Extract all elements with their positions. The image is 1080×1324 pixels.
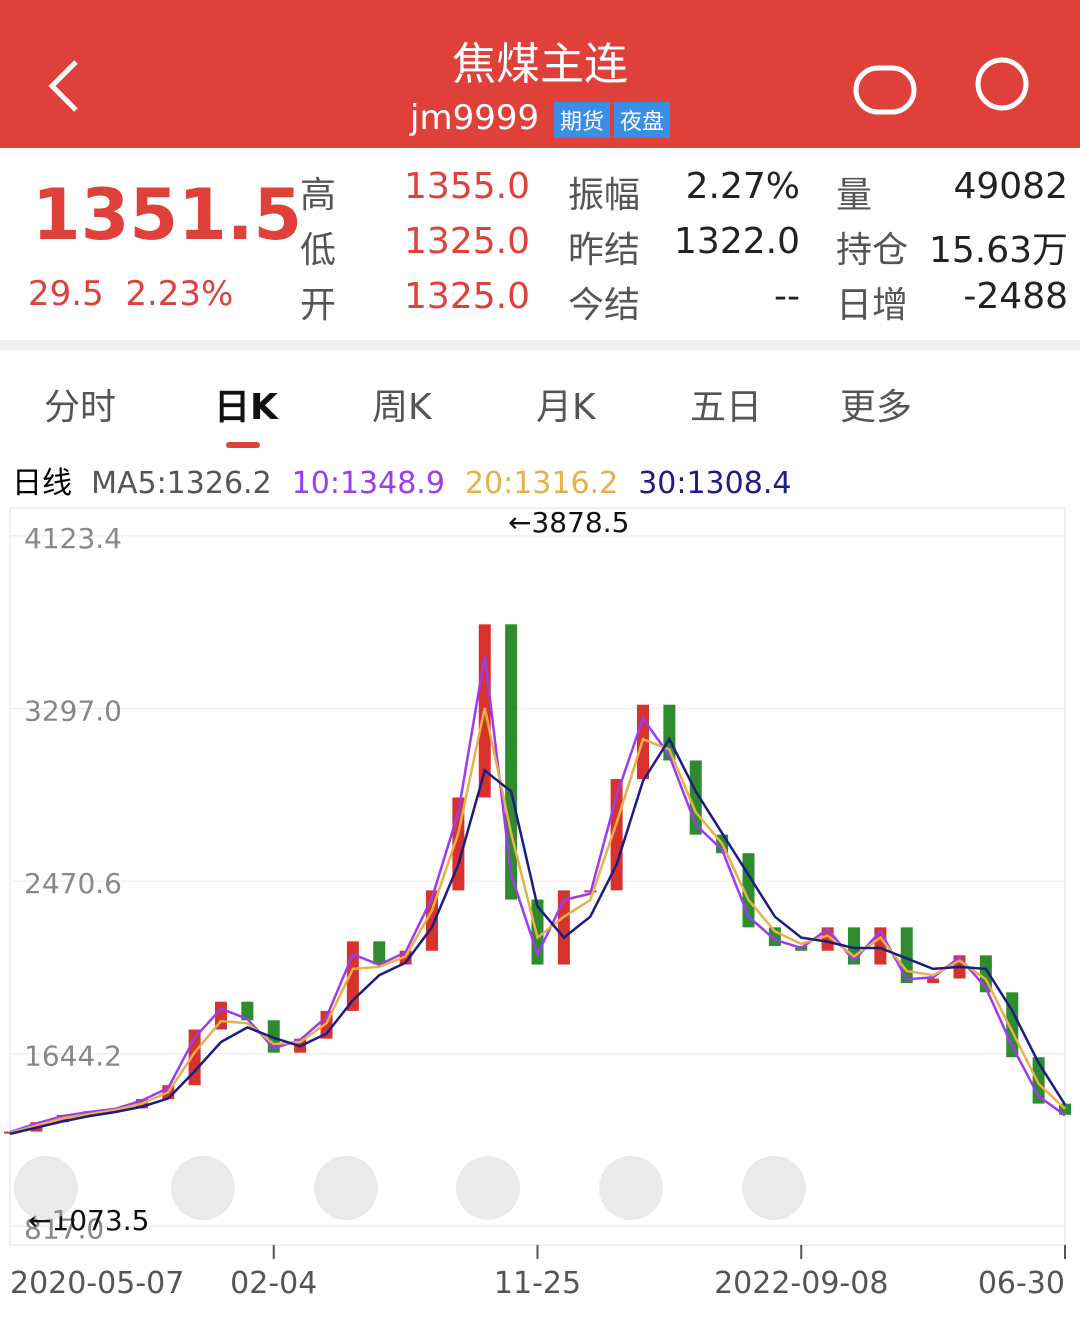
tab[interactable]: 月K xyxy=(536,387,596,428)
legend-entry: 10:1348.9 xyxy=(291,466,445,501)
legend-entry: 30:1308.4 xyxy=(638,466,792,501)
control-button[interactable] xyxy=(599,1156,663,1220)
legend-entry: 20:1316.2 xyxy=(464,466,619,501)
tab[interactable]: 五日 xyxy=(690,387,763,428)
candle xyxy=(1059,1103,1071,1115)
plot-border xyxy=(9,507,1066,1246)
y-tick-label: 4123.4 xyxy=(24,522,122,555)
control-button[interactable] xyxy=(14,1156,78,1220)
change: 29.5 2.23% xyxy=(28,274,233,314)
stat-label: 今结 xyxy=(568,285,641,326)
stat-value: -2488 xyxy=(963,276,1068,317)
x-tick-label: 06-30 xyxy=(978,1266,1065,1301)
ma-line xyxy=(9,736,1067,1136)
tab[interactable]: 更多 xyxy=(840,387,913,428)
quote: 1351.5 29.5 2.23% 高 1355.0 振幅 2.27% 量 49082 低 1… xyxy=(0,148,1080,340)
legend-title: 日线 xyxy=(12,466,72,501)
stat-value: 49082 xyxy=(953,166,1068,207)
candle xyxy=(900,927,913,984)
change-pct: 2.23% xyxy=(125,274,234,314)
title: 焦煤主连 xyxy=(452,39,628,90)
stat-label: 量 xyxy=(836,175,873,216)
stat-label: 日增 xyxy=(836,285,909,326)
ma-line xyxy=(9,707,1066,1135)
legend-ma5: MA5:1326.2 xyxy=(91,466,272,501)
tag: 期货 xyxy=(553,101,610,138)
candle xyxy=(241,1001,254,1021)
price: 1351.5 xyxy=(32,174,303,256)
x-tick-label: 11-25 xyxy=(494,1266,581,1301)
candle xyxy=(373,941,386,965)
control-button[interactable] xyxy=(456,1156,520,1220)
stat-value: -- xyxy=(774,276,800,317)
x-tick-label: 02-04 xyxy=(230,1266,317,1301)
header: 焦煤主连 jm9999 期货 夜盘 xyxy=(0,0,1080,148)
stat-label: 开 xyxy=(300,285,337,326)
legend: 日线 MA5:1326.2 10:1348.9 20:1316.2 30:1308.4 xyxy=(12,458,791,502)
change-value: 29.5 xyxy=(28,274,104,314)
x-tick-label: 2022-09-08 xyxy=(714,1266,888,1301)
ma-line xyxy=(9,655,1066,1134)
control-button[interactable] xyxy=(314,1156,378,1220)
x-tick-label: 2020-05-07 xyxy=(10,1266,184,1301)
search-icon[interactable] xyxy=(975,57,1029,111)
stat-value: 15.63万 xyxy=(928,230,1068,271)
stat-label: 昨结 xyxy=(568,230,641,271)
stat-value: 1355.0 xyxy=(404,166,530,207)
tag: 夜盘 xyxy=(613,101,670,138)
tab-indicator xyxy=(226,442,260,448)
y-tick-label: 1644.2 xyxy=(24,1040,122,1073)
tab[interactable]: 分时 xyxy=(44,387,117,428)
stat-label: 低 xyxy=(300,230,337,271)
control-button[interactable] xyxy=(742,1156,806,1220)
stat-value: 1325.0 xyxy=(404,221,530,262)
code: jm9999 xyxy=(410,98,540,138)
subtitle: jm9999 期货 夜盘 xyxy=(0,98,1080,138)
y-tick-label: 2470.6 xyxy=(24,867,122,900)
back-icon[interactable] xyxy=(48,60,78,112)
robot-icon[interactable] xyxy=(853,65,917,115)
stat-value: 2.27% xyxy=(685,166,800,207)
tab[interactable]: 周K xyxy=(372,387,432,428)
nav-icons xyxy=(48,57,1029,115)
stat-value: 1325.0 xyxy=(404,276,530,317)
stat-label: 高 xyxy=(300,175,337,216)
stat-label: 振幅 xyxy=(568,175,641,216)
stat-value: 1322.0 xyxy=(674,221,800,262)
candle xyxy=(927,978,940,984)
candle xyxy=(505,624,518,900)
control-button[interactable] xyxy=(171,1156,235,1220)
y-tick-label: 3297.0 xyxy=(24,694,122,727)
stat-label: 持仓 xyxy=(836,230,909,271)
separator xyxy=(0,340,1080,350)
tab[interactable]: 日K xyxy=(214,387,278,428)
annotation: ←3878.5 xyxy=(508,506,629,539)
